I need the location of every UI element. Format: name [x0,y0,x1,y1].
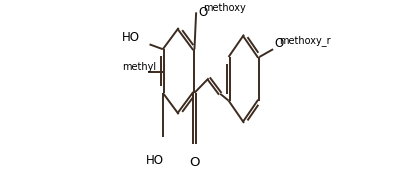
Text: methoxy: methoxy [203,3,246,13]
Text: O: O [189,156,200,169]
Text: methoxy_r: methoxy_r [279,35,330,46]
Text: O: O [198,6,208,19]
Text: HO: HO [122,31,140,44]
Text: methyl: methyl [122,62,156,72]
Text: HO: HO [146,154,164,167]
Text: O: O [274,37,283,50]
